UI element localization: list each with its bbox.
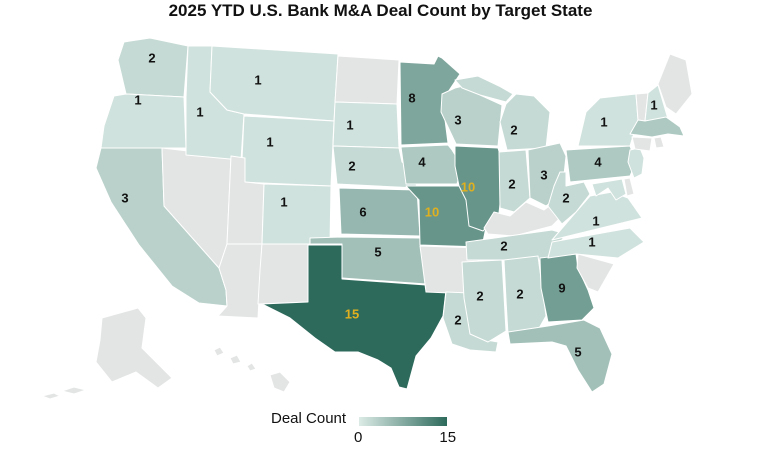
state-md — [591, 178, 627, 201]
deal-count-label-wy: 1 — [266, 135, 273, 150]
state-ia — [400, 144, 463, 185]
deal-count-label-ia: 4 — [418, 155, 426, 170]
deal-count-label-mi: 2 — [510, 123, 517, 138]
deal-count-label-wa: 2 — [148, 51, 155, 66]
state-wa — [117, 37, 189, 98]
state-nm — [257, 243, 309, 305]
state-mi — [499, 93, 551, 151]
state-ga — [539, 253, 595, 323]
chart-title: 2025 YTD U.S. Bank M&A Deal Count by Tar… — [168, 1, 593, 20]
state-hi — [246, 362, 257, 372]
legend-min-tick: 0 — [354, 429, 363, 446]
deal-count-label-wv: 2 — [562, 191, 569, 206]
deal-count-label-co: 1 — [280, 195, 287, 210]
deal-count-label-wi: 3 — [454, 113, 461, 128]
deal-count-label-tx: 15 — [345, 307, 359, 322]
state-wv — [547, 171, 591, 225]
legend-label: Deal Count — [271, 410, 347, 427]
legend: Deal Count 0 15 — [271, 409, 456, 446]
state-sc — [576, 253, 615, 293]
deal-count-label-mo: 10 — [425, 205, 439, 220]
deal-count-label-sd: 1 — [346, 118, 353, 133]
deal-count-label-va: 1 — [592, 214, 599, 229]
deal-count-label-tn: 2 — [500, 239, 507, 254]
deal-count-label-ne: 2 — [348, 159, 355, 174]
state-hi — [269, 371, 291, 393]
deal-count-label-ca: 3 — [121, 191, 128, 206]
deal-count-label-ga: 9 — [558, 281, 565, 296]
state-mi — [454, 75, 514, 103]
deal-count-label-la: 2 — [454, 313, 461, 328]
state-ak — [95, 307, 173, 389]
state-ny — [577, 93, 639, 147]
state-or — [100, 93, 187, 149]
deal-count-label-nh: 1 — [650, 98, 657, 113]
state-fl — [507, 319, 613, 393]
deal-count-label-or: 1 — [134, 93, 141, 108]
deal-count-label-nc: 1 — [588, 235, 595, 250]
state-nc — [547, 227, 645, 259]
legend-max-tick: 15 — [439, 429, 457, 446]
state-mt — [209, 45, 339, 122]
deal-count-label-mn: 8 — [408, 91, 415, 106]
deal-count-label-ms: 2 — [476, 289, 483, 304]
deal-count-label-mt: 1 — [254, 73, 261, 88]
state-wy — [240, 115, 335, 187]
legend-scale: 0 15 — [354, 409, 456, 446]
state-mn — [399, 55, 461, 146]
deal-count-label-id: 1 — [196, 105, 203, 120]
state-de — [623, 177, 635, 197]
deal-count-label-ny: 1 — [600, 115, 607, 130]
deal-count-label-fl: 5 — [574, 345, 581, 360]
state-al — [503, 255, 547, 335]
deal-count-label-ks: 6 — [359, 205, 366, 220]
deal-count-label-in: 2 — [508, 177, 515, 192]
state-nd — [334, 55, 400, 105]
state-ak — [61, 386, 87, 395]
deal-count-label-pa: 4 — [594, 155, 602, 170]
state-ri — [653, 136, 665, 149]
legend-ticks: 0 15 — [354, 429, 456, 446]
state-me — [657, 53, 693, 115]
deal-count-label-il: 10 — [461, 180, 475, 195]
state-ct — [631, 136, 653, 152]
deal-count-label-ok: 5 — [374, 245, 381, 260]
state-tx — [261, 244, 447, 390]
state-ma — [629, 116, 685, 138]
state-sd — [332, 101, 400, 149]
state-ks — [338, 187, 421, 237]
state-ok — [309, 236, 427, 285]
state-az — [217, 243, 263, 319]
deal-count-label-oh: 3 — [540, 168, 547, 183]
legend-gradient-bar — [359, 417, 448, 426]
state-ak — [41, 392, 61, 400]
state-hi — [229, 354, 242, 365]
deal-count-label-al: 2 — [516, 287, 523, 302]
state-co — [261, 183, 332, 245]
state-hi — [213, 346, 225, 357]
